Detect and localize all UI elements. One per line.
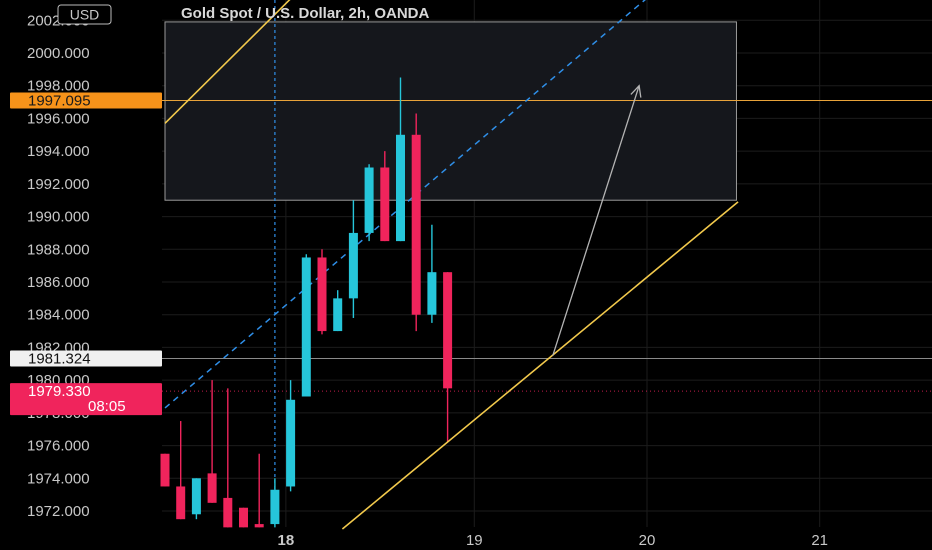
target-zone-box (164, 21, 737, 201)
candle-up (191, 478, 201, 515)
time-tick-label: 19 (466, 532, 483, 549)
candle-up (301, 257, 311, 397)
channel-lower-line (341, 201, 739, 530)
candle-up (364, 167, 374, 233)
price-tick-label: 1992.000 (27, 176, 90, 193)
price-tick-label: 1998.000 (27, 78, 90, 95)
candle-up (348, 232, 358, 299)
candle-up (270, 489, 280, 525)
price-tick-label: 1994.000 (27, 143, 90, 160)
candle-down (443, 272, 453, 389)
last-price-badge (10, 383, 162, 416)
chart-title: Gold Spot / U.S. Dollar, 2h, OANDA (181, 5, 430, 22)
candle-countdown-label: 08:05 (88, 398, 126, 415)
candle-down (239, 507, 248, 528)
price-tick-label: 1988.000 (27, 241, 90, 258)
candle-down (176, 486, 186, 520)
price-tick-label: 1990.000 (27, 209, 90, 226)
candle-down (207, 473, 217, 503)
candles (160, 77, 453, 528)
candle-up (427, 272, 437, 315)
target-price-badge (10, 92, 162, 109)
price-tick-label: 2000.000 (27, 45, 90, 62)
time-axis[interactable]: 18 19 20 21 (278, 532, 828, 549)
currency-label: USD (70, 7, 100, 23)
currency-badge[interactable]: USD (57, 4, 112, 25)
candle-up (333, 298, 343, 332)
time-tick-label: 20 (639, 532, 656, 549)
price-tick-label: 1984.000 (27, 307, 90, 324)
candle-down (254, 524, 264, 528)
target-price-badge-label: 1997.095 (28, 93, 91, 110)
price-tick-label: 1972.000 (27, 503, 90, 520)
candle-down (160, 453, 170, 487)
candle-down (317, 257, 327, 332)
price-axis[interactable]: 1972.0001974.0001976.0001978.0001980.000… (27, 12, 90, 520)
channel-upper-line (164, 0, 291, 124)
price-tick-label: 1986.000 (27, 274, 90, 291)
candle-down (223, 497, 233, 528)
price-tick-label: 1974.000 (27, 470, 90, 487)
candle-down (380, 167, 390, 242)
time-tick-label: 18 (278, 532, 295, 549)
support-price-badge (10, 350, 162, 367)
channel-midline (164, 0, 646, 409)
price-tick-label: 1976.000 (27, 438, 90, 455)
support-price-badge-label: 1981.324 (28, 350, 91, 367)
last-price-label: 1979.330 (28, 383, 91, 400)
projection-arrow-head (630, 84, 642, 98)
drawing-layer (162, 0, 932, 527)
time-tick-label: 21 (811, 532, 828, 549)
candle-up (396, 134, 405, 242)
candle-down (411, 134, 421, 315)
drawing-overlay (164, 0, 739, 530)
candle-up (286, 399, 296, 487)
projection-arrow-line (552, 85, 640, 356)
price-tick-label: 1996.000 (27, 110, 90, 127)
